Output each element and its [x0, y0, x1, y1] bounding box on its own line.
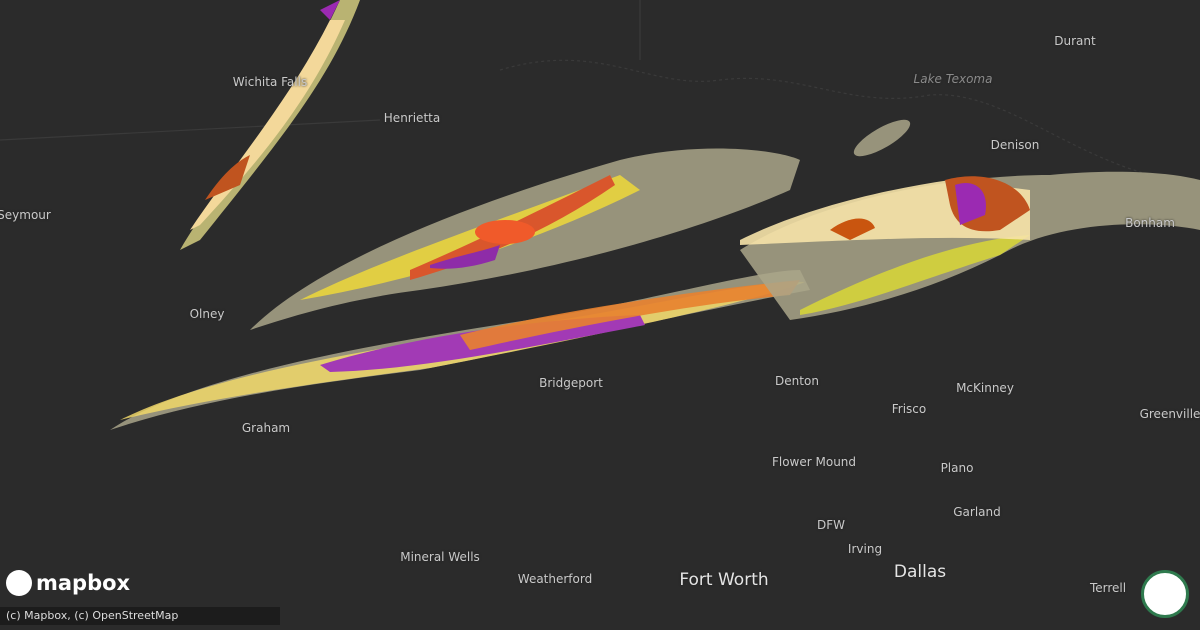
place-label: Bridgeport [539, 376, 603, 390]
place-label: Seymour [0, 208, 51, 222]
logo-text: mapbox [36, 571, 131, 595]
logo-mark [6, 570, 32, 596]
place-label: Denton [775, 374, 819, 388]
badge [1141, 570, 1189, 618]
place-label: DFW [816, 518, 846, 532]
place-label: Flower Mound [771, 455, 857, 469]
place-label: Weatherford [517, 572, 593, 586]
place-label: Fort Worth [679, 570, 769, 590]
place-label: Greenville [1139, 407, 1200, 421]
attribution: (c) Mapbox, (c) OpenStreetMap [0, 607, 280, 625]
place-label: Lake Texoma [913, 72, 993, 86]
place-label: Dallas [893, 562, 947, 582]
place-label: Durant [1054, 34, 1096, 48]
borders [0, 0, 1151, 176]
place-label: Garland [953, 505, 1001, 519]
place-label: Denison [990, 138, 1040, 152]
place-label: Mineral Wells [400, 550, 480, 564]
place-label: Henrietta [383, 111, 441, 125]
place-label: McKinney [956, 381, 1014, 395]
logo: mapbox [6, 570, 130, 596]
place-label: Wichita Falls [232, 75, 308, 89]
place-label: Olney [189, 307, 225, 321]
hail-swaths [110, 0, 1200, 430]
place-label: Terrell [1089, 581, 1127, 595]
place-label: Plano [940, 461, 974, 475]
place-label: Irving [847, 542, 883, 556]
place-label: Frisco [891, 402, 927, 416]
place-label: Bonham [1125, 216, 1175, 230]
place-label: Graham [241, 421, 291, 435]
